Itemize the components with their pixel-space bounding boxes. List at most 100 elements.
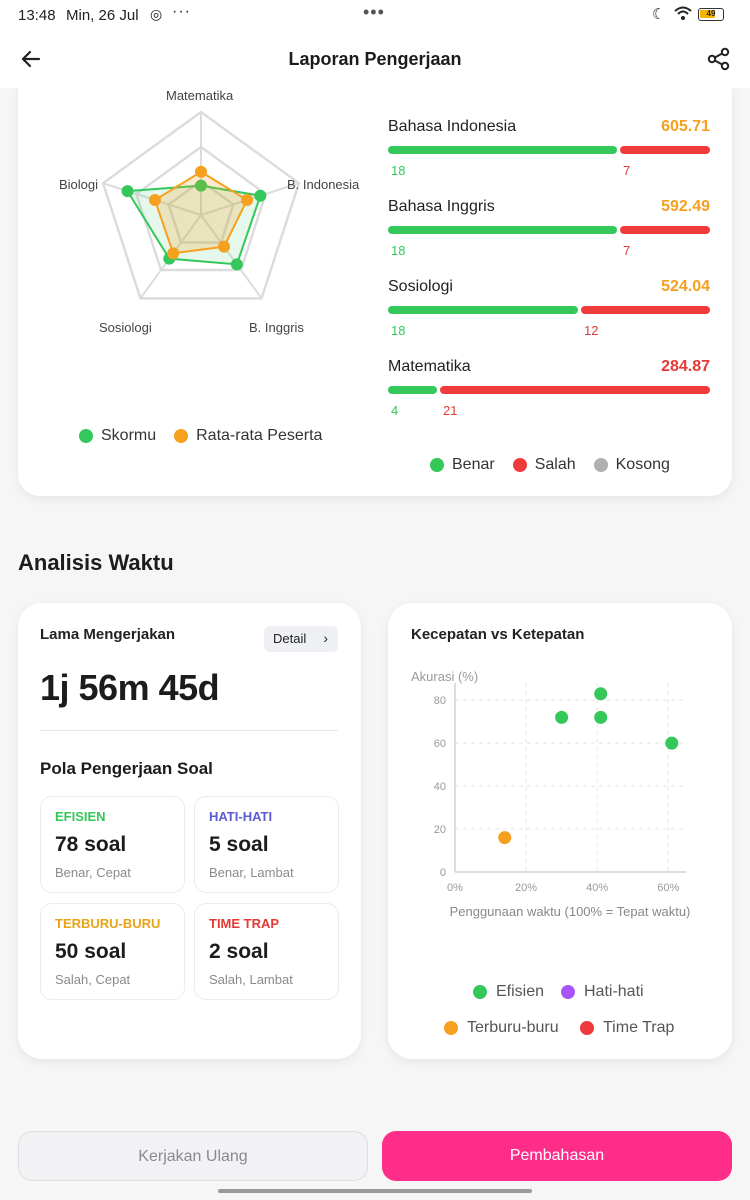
legend-label: Efisien	[496, 983, 545, 1000]
share-icon[interactable]	[706, 46, 732, 72]
x-tick-label: 60%	[657, 882, 679, 894]
pattern-tile: TERBURU-BURU 50 soal Salah, Cepat	[40, 903, 185, 1000]
scatter-point	[498, 831, 512, 845]
tile-value: 2 soal	[209, 940, 269, 963]
subject-score: 284.87	[661, 358, 710, 375]
tile-desc: Benar, Lambat	[209, 865, 294, 880]
legend-efisien: Efisien	[473, 983, 544, 1001]
legend-label: Salah	[534, 456, 576, 473]
subject-score: 605.71	[661, 118, 710, 135]
detail-label: Detail	[273, 631, 307, 646]
green-dot-icon	[79, 429, 93, 443]
legend-label: Hati-hati	[584, 983, 644, 1000]
tile-desc: Benar, Cepat	[55, 865, 131, 880]
tile-value: 50 soal	[55, 940, 127, 963]
page-title: Laporan Pengerjaan	[288, 49, 462, 69]
benar-bar	[388, 226, 617, 234]
radar-point	[254, 189, 267, 202]
scatter-point	[555, 710, 569, 724]
purple-dot-icon	[561, 985, 575, 999]
status-date: Min, 26 Jul	[66, 7, 139, 24]
green-dot-icon	[473, 985, 487, 999]
legend-skormu: Skormu	[79, 427, 156, 445]
review-button[interactable]: Pembahasan	[382, 1131, 732, 1181]
red-dot-icon	[512, 458, 527, 472]
orange-dot-icon	[444, 1021, 458, 1035]
tile-label: TERBURU-BURU	[55, 916, 161, 931]
radar-point	[241, 194, 254, 207]
radar-grid-ring	[134, 145, 268, 272]
benar-bar	[388, 306, 578, 314]
benar-count: 18	[391, 243, 406, 258]
radar-point	[195, 179, 207, 192]
x-tick-label: 40%	[586, 882, 608, 894]
legend-label: Terburu-buru	[467, 1019, 559, 1036]
salah-count: 7	[623, 163, 631, 178]
subject-name: Matematika	[388, 358, 471, 375]
tile-desc: Salah, Lambat	[209, 972, 293, 987]
duration-value: 1j 56m 45d	[40, 667, 220, 708]
salah-bar	[440, 386, 710, 394]
battery-icon: 49	[698, 8, 724, 21]
window-dots-icon[interactable]: •••	[363, 2, 385, 22]
legend-benar: Benar	[430, 456, 495, 474]
radar-chart: Matematika B. Indonesia B. Inggris Sosio…	[18, 70, 378, 496]
detail-button[interactable]: Detail ›	[264, 626, 338, 652]
more-notifications-icon: ···	[172, 3, 191, 20]
radar-point	[218, 240, 231, 253]
x-axis-label: Penggunaan waktu (100% = Tepat waktu)	[450, 904, 691, 919]
chevron-right-icon: ›	[323, 630, 328, 646]
legend-rata: Rata-rata Peserta	[174, 427, 322, 445]
scatter-card: Kecepatan vs Ketepatan Akurasi (%) 0 20 40 6…	[388, 603, 732, 1059]
y-axis-label: Akurasi (%)	[411, 669, 478, 684]
radar-axis-label: B. Inggris	[249, 320, 304, 335]
salah-bar	[620, 226, 710, 234]
subject-name: Bahasa Inggris	[388, 198, 495, 215]
benar-bar	[388, 386, 437, 394]
radar-axis-label: Sosiologi	[99, 320, 152, 335]
salah-count: 7	[623, 243, 631, 258]
subject-score: 592.49	[661, 198, 710, 215]
benar-count: 18	[391, 163, 406, 178]
tile-desc: Salah, Cepat	[55, 972, 131, 987]
legend-time-trap: Time Trap	[580, 1019, 674, 1037]
retry-button[interactable]: Kerjakan Ulang	[18, 1131, 368, 1181]
y-tick-label: 40	[434, 781, 446, 793]
tile-label: HATI-HATI	[209, 809, 273, 824]
subject-score: 524.04	[661, 278, 710, 295]
pattern-tile: HATI-HATI 5 soal Benar, Lambat	[194, 796, 339, 893]
score-card: Matematika B. Indonesia B. Inggris Sosio…	[18, 70, 732, 496]
moon-icon: ☾	[652, 6, 666, 23]
legend-label: Rata-rata Peserta	[196, 427, 323, 444]
pattern-tile: TIME TRAP 2 soal Salah, Lambat	[194, 903, 339, 1000]
chart-title: Kecepatan vs Ketepatan	[411, 626, 585, 643]
y-tick-label: 80	[434, 695, 446, 707]
pattern-tile: EFISIEN 78 soal Benar, Cepat	[40, 796, 185, 893]
radar-point	[121, 185, 134, 198]
status-time: 13:48	[18, 7, 56, 24]
salah-count: 21	[443, 403, 458, 418]
scatter-point	[594, 687, 608, 701]
salah-bar	[620, 146, 710, 154]
legend-label: Time Trap	[603, 1019, 675, 1036]
duration-label: Lama Mengerjakan	[40, 626, 176, 643]
radar-series-area	[153, 170, 249, 255]
radar-axis-label: Matematika	[166, 88, 234, 103]
legend-label: Skormu	[101, 427, 157, 444]
pola-title: Pola Pengerjaan Soal	[40, 759, 213, 778]
y-tick-label: 0	[440, 867, 446, 879]
divider	[40, 730, 338, 731]
wifi-icon	[674, 6, 692, 20]
section-title: Analisis Waktu	[18, 550, 174, 575]
status-bar: 13:48 Min, 26 Jul ◎ ··· ••• ☾ 49	[0, 0, 750, 32]
radar-legend: Skormu Rata-rata Peserta	[79, 427, 340, 445]
radar-chart-svg	[101, 110, 301, 300]
gray-dot-icon	[593, 458, 608, 472]
x-tick-label: 0%	[447, 882, 463, 894]
radar-grid-ring	[101, 110, 301, 300]
green-dot-icon	[430, 458, 444, 472]
home-indicator[interactable]	[218, 1189, 532, 1193]
back-arrow-icon[interactable]	[18, 46, 44, 72]
legend-hati-hati: Hati-hati	[561, 983, 644, 1001]
